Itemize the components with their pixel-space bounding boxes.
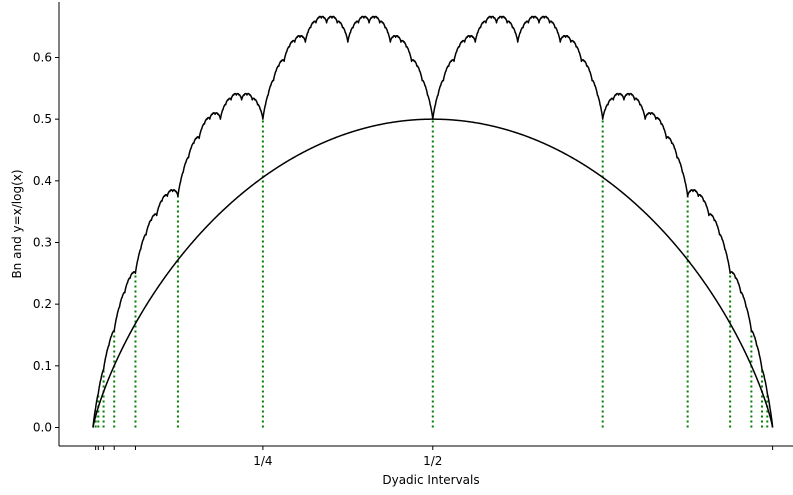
y-axis-label: Bn and y=x/log(x) <box>10 169 24 278</box>
x-axis-label: Dyadic Intervals <box>382 473 479 487</box>
plot-area <box>92 15 774 428</box>
y-tick-label: 0.4 <box>33 174 52 188</box>
y-tick-label: 0.0 <box>33 421 52 435</box>
y-tick-label: 0.2 <box>33 297 52 311</box>
y-tick-label: 0.3 <box>33 236 52 250</box>
x-tick-label: 1/2 <box>423 454 442 468</box>
y-tick-label: 0.5 <box>33 112 52 126</box>
envelope-curve <box>92 118 774 428</box>
axes: 0.0 0.1 0.2 0.3 0.4 0.5 0.6 1/4 1/2 <box>33 2 793 468</box>
y-tick-label: 0.1 <box>33 359 52 373</box>
y-tick-label: 0.6 <box>33 51 52 65</box>
x-tick-label: 1/4 <box>253 454 272 468</box>
